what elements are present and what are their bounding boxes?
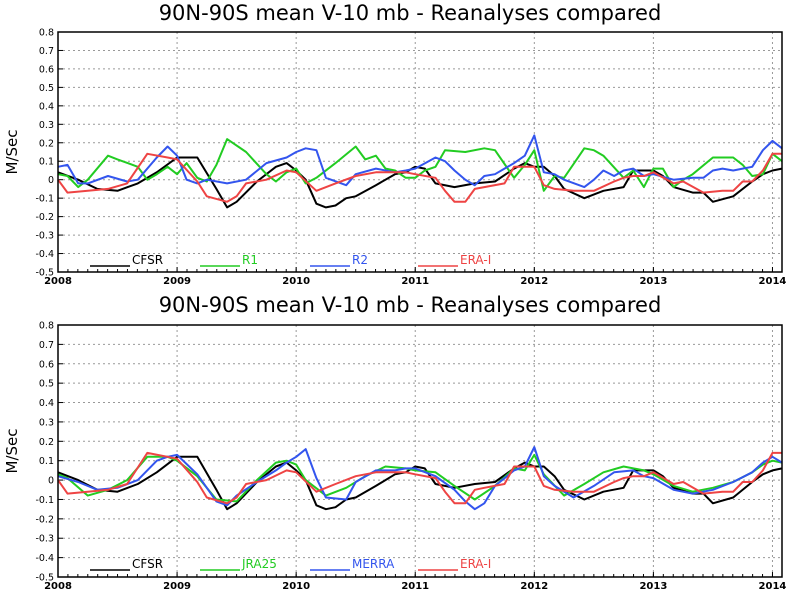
plot-area [58,32,782,272]
y-tick-label: 0.8 [39,28,54,39]
y-tick-label: -0.3 [35,231,54,242]
x-tick-label: 2013 [639,276,667,287]
y-tick-label: 0.6 [39,359,54,370]
y-tick-label: 0.2 [39,138,54,149]
series-line-merra [57,446,783,511]
y-tick-label: -0.2 [35,212,54,223]
plot-frame [57,324,783,578]
y-tick-label: 0.2 [39,437,54,448]
legend-label: R2 [352,253,368,267]
x-tick-label: 2011 [401,581,429,592]
x-tick-label: 2011 [401,276,429,287]
x-tick-label: 2008 [44,276,72,287]
legend-label: CFSR [132,557,163,571]
legend-label: ERA-I [460,557,491,571]
y-tick-label: -0.1 [35,194,54,205]
series-line-r1 [57,138,783,192]
x-tick-label: 2014 [759,276,787,287]
y-tick-label: 0.7 [39,46,54,57]
y-tick-label: -0.5 [35,573,54,584]
y-tick-label: 0.4 [39,398,54,409]
x-tick-label: 2009 [163,581,191,592]
x-tick-label: 2012 [520,276,548,287]
x-tick-label: 2008 [44,581,72,592]
plot-frame [57,31,783,273]
y-tick-label: -0.1 [35,495,54,506]
y-tick-label: -0.4 [35,553,54,564]
y-axis-label: M/Sec [3,429,21,474]
chart-panel-2: 90N-90S mean V-10 mb - Reanalyses compar… [3,293,786,592]
series-line-r2 [57,134,783,189]
x-tick-label: 2014 [759,581,787,592]
y-tick-label: 0.8 [39,321,54,332]
y-tick-label: 0.7 [39,340,54,351]
legend-label: R1 [242,253,258,267]
y-tick-label: 0.5 [39,379,54,390]
x-tick-label: 2010 [282,276,310,287]
y-tick-label: 0.5 [39,83,54,94]
y-tick-label: 0.1 [39,456,54,467]
plot-area [58,325,782,577]
y-tick-label: 0.4 [39,101,54,112]
legend-label: CFSR [132,253,163,267]
x-tick-label: 2012 [520,581,548,592]
y-tick-label: -0.3 [35,534,54,545]
y-tick-label: -0.2 [35,514,54,525]
y-tick-label: 0.6 [39,64,54,75]
x-tick-label: 2010 [282,581,310,592]
chart-panel-1: 90N-90S mean V-10 mb - Reanalyses compar… [3,1,786,287]
chart-title: 90N-90S mean V-10 mb - Reanalyses compar… [159,1,662,25]
series-line-era-i [57,152,782,203]
y-tick-label: 0.1 [39,157,54,168]
legend-label: MERRA [352,557,395,571]
series-line-era-i [57,451,782,505]
x-tick-label: 2009 [163,276,191,287]
legend-label: ERA-I [460,253,491,267]
x-tick-label: 2013 [639,581,667,592]
y-tick-label: 0 [48,476,54,487]
y-tick-label: 0.3 [39,417,54,428]
y-tick-label: 0 [48,175,54,186]
y-axis-label: M/Sec [3,130,21,175]
y-tick-label: -0.5 [35,268,54,279]
y-tick-label: -0.4 [35,249,54,260]
y-tick-label: 0.3 [39,120,54,131]
chart-title: 90N-90S mean V-10 mb - Reanalyses compar… [159,293,662,317]
legend-label: JRA25 [241,557,277,571]
